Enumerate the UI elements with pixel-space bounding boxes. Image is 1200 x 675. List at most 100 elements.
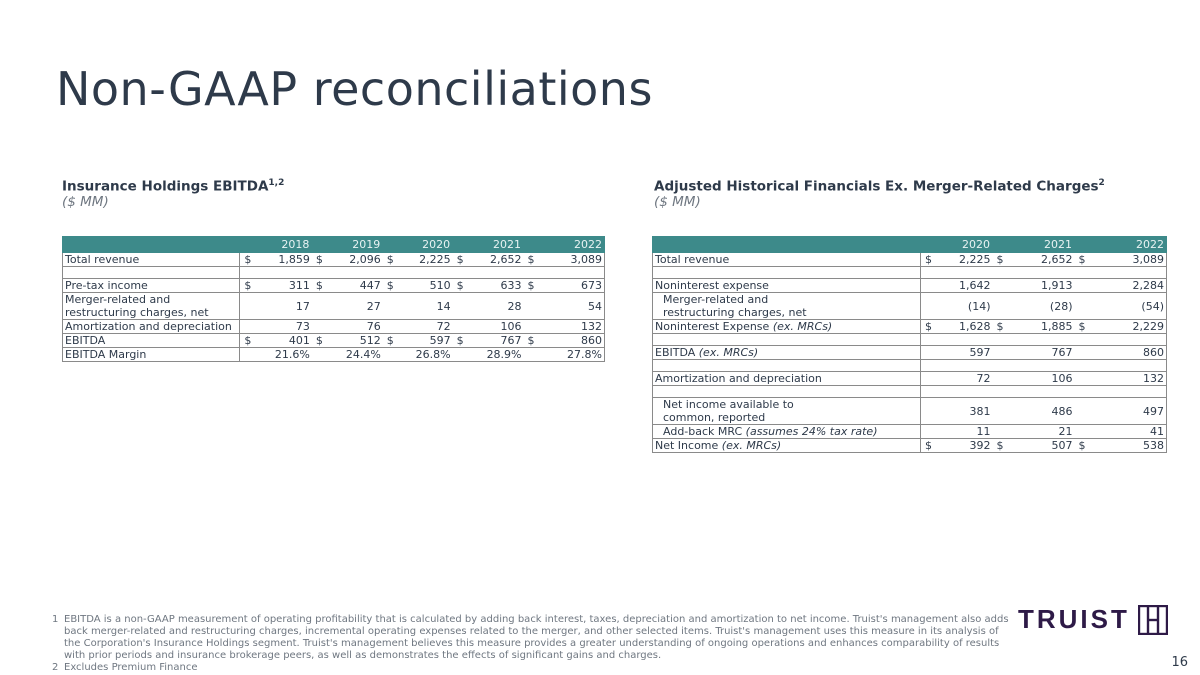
cell-value: 2,652: [1008, 252, 1075, 267]
currency-sign: $: [992, 319, 1009, 334]
currency-sign: $: [382, 333, 399, 348]
cell-value: 72: [398, 319, 453, 334]
row-label: EBITDA: [61, 333, 241, 348]
table-header-row: 2020 2021 2022: [652, 236, 1167, 253]
cell-value: 2,652: [468, 252, 524, 267]
row-label: Pre-tax income: [61, 278, 241, 293]
row-label: Merger-related and restructuring charges…: [652, 292, 921, 320]
spacer-row: [61, 266, 606, 279]
year-header: 2021: [1008, 236, 1075, 253]
left-table-heading: Insurance Holdings EBITDA1,2: [62, 178, 285, 195]
currency-sign: $: [523, 252, 540, 267]
currency-sign: $: [239, 252, 256, 267]
currency-sign: $: [992, 438, 1009, 453]
cell-value: (54): [1090, 292, 1167, 320]
currency-sign: $: [523, 333, 540, 348]
currency-sign: $: [311, 278, 328, 293]
table-row: Net income available to common, reported…: [652, 397, 1167, 425]
cell-value: 41: [1090, 424, 1167, 439]
cell-value: 2,096: [327, 252, 383, 267]
cell-value: 14: [398, 292, 453, 320]
cell-value: 510: [398, 278, 453, 293]
cell-value: 401: [255, 333, 312, 348]
table-row: EBITDA $401 $512 $597 $767 $860: [61, 333, 606, 348]
currency-sign: $: [523, 278, 540, 293]
currency-sign: $: [920, 438, 937, 453]
cell-value: 1,859: [255, 252, 312, 267]
year-header: 2022: [1090, 236, 1167, 253]
currency-sign: $: [1074, 252, 1091, 267]
page-title: Non-GAAP reconciliations: [56, 62, 653, 116]
cell-value: 21.6%: [255, 347, 312, 362]
currency-sign: $: [311, 333, 328, 348]
row-label: Amortization and depreciation: [61, 319, 241, 334]
cell-value: 381: [936, 397, 993, 425]
cell-value: 73: [255, 319, 312, 334]
cell-value: 1,913: [1008, 278, 1075, 293]
cell-value: 132: [539, 319, 606, 334]
spacer-row: [652, 359, 1167, 372]
currency-sign: $: [452, 252, 469, 267]
year-header: 2020: [936, 236, 993, 253]
adjusted-financials-table: 2020 2021 2022 Total revenue $2,225 $2,6…: [652, 236, 1167, 453]
cell-value: 1,628: [936, 319, 993, 334]
table-row: EBITDA (ex. MRCs) 597 767 860: [652, 345, 1167, 360]
cell-value: 72: [936, 371, 993, 386]
row-label: Total revenue: [61, 252, 241, 267]
table-row: Merger-related and restructuring charges…: [652, 292, 1167, 320]
spacer-row: [652, 385, 1167, 398]
cell-value: 28: [468, 292, 524, 320]
footnotes: 1 EBITDA is a non-GAAP measurement of ope…: [52, 614, 1012, 674]
spacer-row: [652, 333, 1167, 346]
cell-value: 538: [1090, 438, 1167, 453]
year-header: 2020: [397, 236, 454, 253]
cell-value: 26.8%: [398, 347, 453, 362]
cell-value: 497: [1090, 397, 1167, 425]
page-number: 16: [1171, 655, 1188, 670]
cell-value: 767: [1008, 345, 1075, 360]
currency-sign: $: [992, 252, 1009, 267]
cell-value: 3,089: [1090, 252, 1167, 267]
currency-sign: $: [1074, 319, 1091, 334]
currency-sign: $: [311, 252, 328, 267]
currency-sign: $: [920, 252, 937, 267]
cell-value: 311: [255, 278, 312, 293]
cell-value: 17: [255, 292, 312, 320]
footnote: 1 EBITDA is a non-GAAP measurement of ope…: [52, 614, 1009, 661]
table-row: Amortization and depreciation 73 76 72 1…: [61, 319, 606, 334]
table-row: Merger-related and restructuring charges…: [61, 292, 606, 320]
cell-value: 673: [539, 278, 606, 293]
currency-sign: $: [452, 278, 469, 293]
ebitda-table: 2018 2019 2020 2021 2022 Total revenue $…: [61, 236, 606, 362]
cell-value: 767: [468, 333, 524, 348]
table-row: Add-back MRC (assumes 24% tax rate) 11 2…: [652, 424, 1167, 439]
cell-value: 24.4%: [327, 347, 383, 362]
table-row: Pre-tax income $311 $447 $510 $633 $673: [61, 278, 606, 293]
currency-sign: $: [382, 278, 399, 293]
cell-value: 597: [398, 333, 453, 348]
currency-sign: $: [239, 333, 256, 348]
cell-value: 486: [1008, 397, 1075, 425]
spacer-row: [652, 266, 1167, 279]
table-header-row: 2018 2019 2020 2021 2022: [61, 236, 606, 253]
currency-sign: $: [452, 333, 469, 348]
table-row: Net Income (ex. MRCs) $392 $507 $538: [652, 438, 1167, 453]
logo-wordmark: TRUIST: [1018, 604, 1130, 634]
left-table-units: ($ MM): [62, 194, 109, 210]
cell-value: 1,885: [1008, 319, 1075, 334]
year-header: 2019: [326, 236, 384, 253]
cell-value: 76: [327, 319, 383, 334]
truist-logo: TRUIST: [1018, 604, 1168, 635]
row-label: Add-back MRC (assumes 24% tax rate): [652, 424, 921, 439]
table-row: Noninterest expense 1,642 1,913 2,284: [652, 278, 1167, 293]
cell-value: 447: [327, 278, 383, 293]
cell-value: 512: [327, 333, 383, 348]
currency-sign: $: [382, 252, 399, 267]
cell-value: 28.9%: [468, 347, 524, 362]
cell-value: 106: [1008, 371, 1075, 386]
cell-value: 132: [1090, 371, 1167, 386]
cell-value: 106: [468, 319, 524, 334]
cell-value: 3,089: [539, 252, 606, 267]
cell-value: (28): [1008, 292, 1075, 320]
right-table-units: ($ MM): [654, 194, 701, 210]
